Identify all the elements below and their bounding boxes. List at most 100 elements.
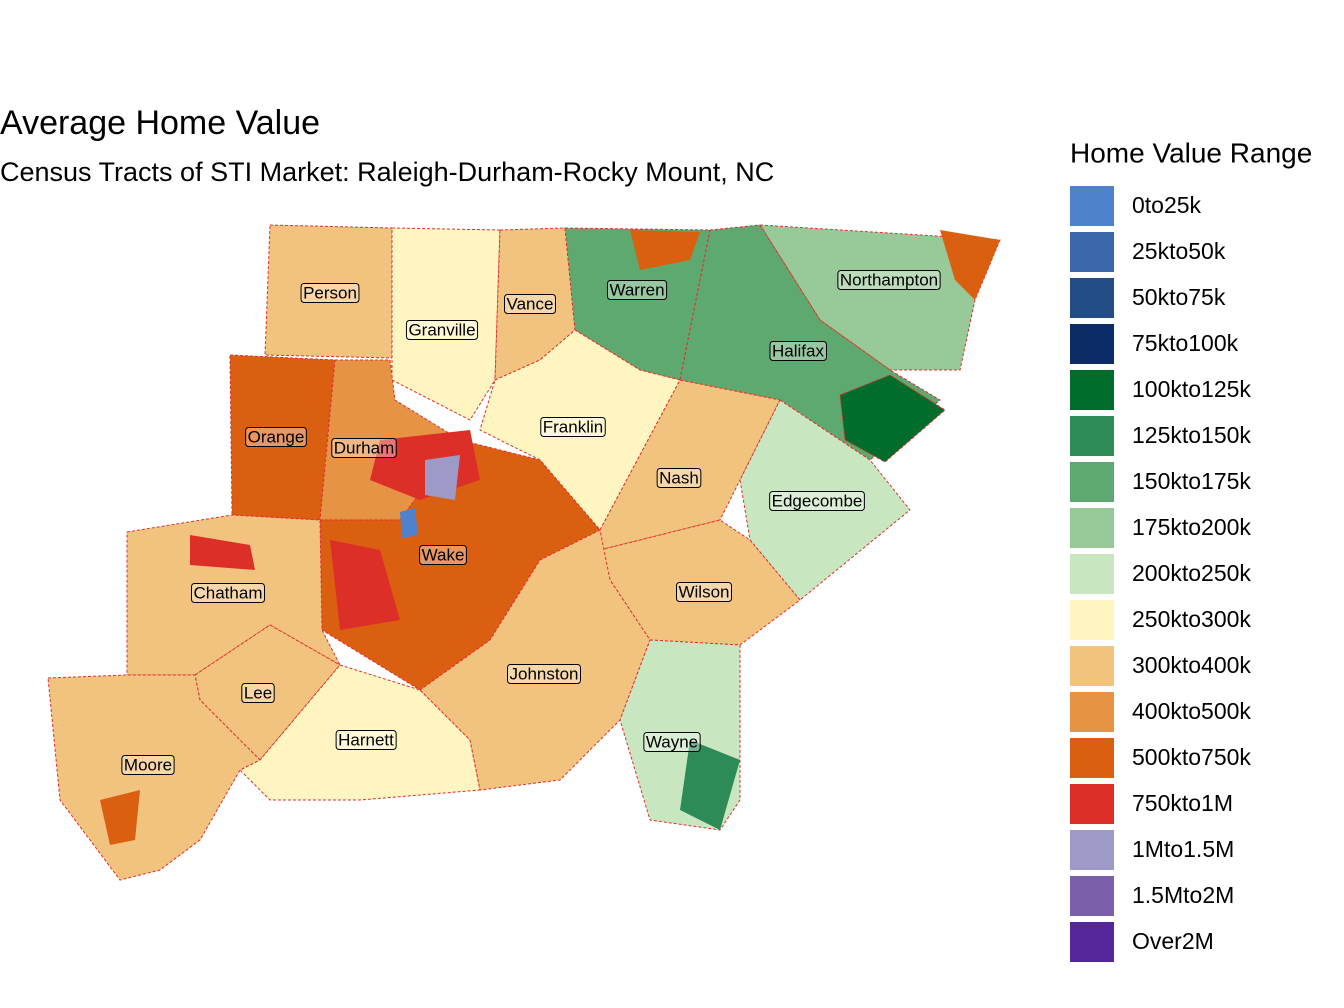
county-name: Northampton (840, 270, 938, 289)
legend-label: 1Mto1.5M (1132, 836, 1234, 862)
county-label-box (837, 269, 941, 290)
legend-swatch (1070, 324, 1114, 364)
county-label-box (300, 282, 360, 303)
county-label: Warren (606, 279, 668, 300)
county-label-box (245, 426, 307, 447)
county-label-box (606, 279, 668, 300)
county-name: Wilson (678, 582, 729, 601)
county-label-box (419, 544, 467, 565)
county-shape (739, 399, 911, 601)
legend-swatch (1070, 278, 1114, 318)
county-name: Johnston (510, 664, 579, 683)
legend-swatch (1070, 416, 1114, 456)
legend-label: Over2M (1132, 928, 1214, 954)
tract-shape (940, 230, 1000, 300)
county-label-box (769, 340, 827, 361)
county-name: Harnett (338, 730, 394, 749)
county-name: Vance (507, 294, 554, 313)
legend-label: 150kto175k (1132, 468, 1251, 494)
county-label-box (241, 682, 275, 703)
legend-swatch (1070, 508, 1114, 548)
map (47, 224, 1001, 881)
legend-swatch (1070, 876, 1114, 916)
county-label: Edgecombe (769, 490, 865, 511)
county-label: Chatham (191, 582, 265, 603)
tract-shape (400, 508, 418, 538)
legend-label: 175kto200k (1132, 514, 1251, 540)
title: Average Home Value (0, 104, 320, 142)
legend-label: 25kto50k (1132, 238, 1226, 264)
county-name: Nash (659, 468, 699, 487)
county-shape (47, 674, 261, 881)
county-label: Johnston (507, 663, 581, 684)
county-name: Granville (408, 320, 475, 339)
county-label: Orange (245, 426, 307, 447)
legend-label: 750kto1M (1132, 790, 1233, 816)
legend-title: Home Value Range (1070, 137, 1312, 168)
legend-label: 1.5Mto2M (1132, 882, 1234, 908)
county-label: Nash (656, 467, 702, 488)
tract-shape (330, 540, 400, 630)
legend-swatch (1070, 554, 1114, 594)
legend-swatch (1070, 232, 1114, 272)
tract-shape (680, 740, 740, 830)
county-shape (239, 664, 481, 801)
county-name: Person (303, 283, 357, 302)
legend-swatch (1070, 830, 1114, 870)
county-shape (839, 374, 946, 463)
legend-label: 200kto250k (1132, 560, 1251, 586)
legend-swatch (1070, 646, 1114, 686)
legend-label: 50kto75k (1132, 284, 1226, 310)
county-label: Granville (405, 319, 479, 340)
legend-label: 100kto125k (1132, 376, 1251, 402)
county-label-box (405, 319, 479, 340)
legend-swatch (1070, 692, 1114, 732)
county-label-box (769, 490, 865, 511)
county-shape (391, 227, 501, 421)
county-name: Durham (334, 438, 394, 457)
county-name: Lee (244, 683, 272, 702)
county-label: Wayne (643, 731, 701, 752)
legend-label: 250kto300k (1132, 606, 1251, 632)
county-label: Durham (331, 437, 397, 458)
county-label: Lee (241, 682, 275, 703)
county-label: Franklin (540, 416, 606, 437)
county-label-box (656, 467, 702, 488)
county-label: Wake (419, 544, 467, 565)
county-label: Moore (121, 754, 175, 775)
county-label-box (507, 663, 581, 684)
county-label-box (335, 729, 397, 750)
county-label: Northampton (837, 269, 941, 290)
tract-shape (630, 230, 700, 270)
legend-swatch (1070, 186, 1114, 226)
county-label-box (675, 581, 733, 602)
legend-swatch (1070, 462, 1114, 502)
county-label: Harnett (335, 729, 397, 750)
legend-swatch (1070, 922, 1114, 962)
county-label: Person (300, 282, 360, 303)
county-name: Moore (124, 755, 172, 774)
county-label-box (643, 731, 701, 752)
tract-shape (190, 535, 255, 570)
legend-swatch (1070, 738, 1114, 778)
legend-swatch (1070, 600, 1114, 640)
county-labels: Person Granville Vance Warren Northampton Hal… (121, 269, 941, 775)
legend-label: 500kto750k (1132, 744, 1251, 770)
legend-swatch (1070, 370, 1114, 410)
legend-label: 400kto500k (1132, 698, 1251, 724)
county-name: Wayne (646, 732, 698, 751)
county-name: Wake (422, 545, 465, 564)
county-label-box (540, 416, 606, 437)
county-shape (126, 514, 342, 676)
legend-swatch (1070, 784, 1114, 824)
legend: Home Value Range 0to25k 25kto50k 50kto75k 7… (1070, 137, 1312, 962)
county-label-box (504, 293, 556, 314)
county-name: Halifax (772, 341, 824, 360)
legend-label: 300kto400k (1132, 652, 1251, 678)
legend-label: 0to25k (1132, 192, 1202, 218)
county-label-box (191, 582, 265, 603)
tract-shape (100, 790, 140, 845)
legend-label: 125kto150k (1132, 422, 1251, 448)
county-name: Edgecombe (772, 491, 863, 510)
